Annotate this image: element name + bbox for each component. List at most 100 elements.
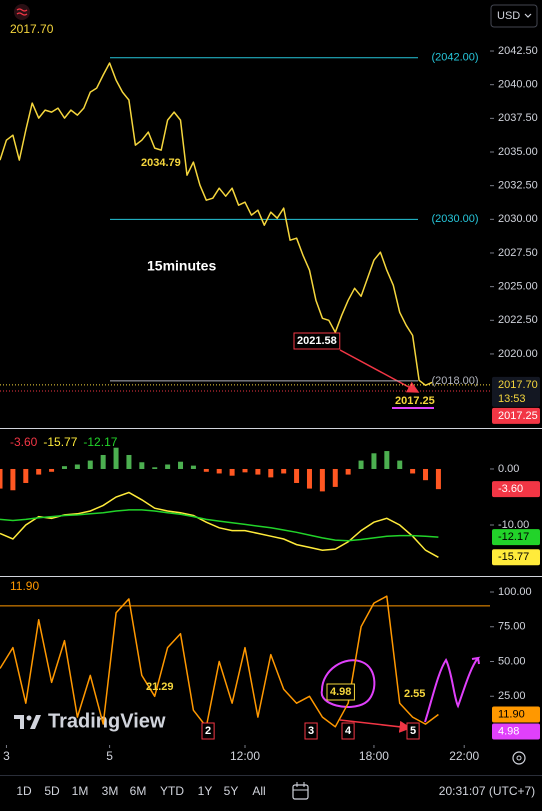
histogram-bar: [281, 468, 287, 474]
price-tag-label: -12.17: [498, 531, 529, 543]
y-tick-label: 2027.50: [498, 247, 538, 259]
histogram-bar: [371, 453, 377, 469]
range-button[interactable]: 1Y: [198, 784, 213, 798]
annotation: 4.98: [330, 686, 351, 698]
drawn-arrow: [339, 349, 420, 393]
y-tick-label: 2035.00: [498, 146, 538, 158]
annotation: 5: [410, 725, 416, 737]
y-tick-label: 2042.50: [498, 45, 538, 57]
y-tick-label: 2022.50: [498, 314, 538, 326]
annotation: 2034.79: [141, 157, 181, 169]
level-label: (2042.00): [431, 52, 478, 64]
y-tick-label: 2040.00: [498, 79, 538, 91]
histogram-bar: [268, 468, 274, 478]
range-button[interactable]: 1D: [16, 784, 32, 798]
legend-value: -3.60: [10, 435, 38, 449]
price-tag-countdown: 13:53: [498, 393, 526, 405]
legend-value: -15.77: [43, 435, 77, 449]
histogram-bar: [49, 468, 55, 472]
histogram-bar: [358, 460, 364, 469]
histogram-bar: [0, 468, 3, 489]
price-tag: [492, 407, 540, 424]
currency-label[interactable]: USD: [497, 10, 520, 22]
annotation-box: [406, 722, 420, 740]
annotation-box: [304, 722, 318, 740]
watermark: TradingView: [48, 710, 166, 732]
drawn-arrow: [339, 719, 412, 733]
histogram-bar: [345, 468, 351, 475]
price-tag-label: 2017.70: [498, 379, 538, 391]
series-line: [0, 595, 439, 728]
histogram-bar: [384, 451, 390, 469]
annotation-box: [201, 722, 215, 740]
range-button[interactable]: YTD: [160, 784, 184, 798]
level-label: (2030.00): [431, 213, 478, 225]
histogram-bar: [23, 468, 29, 483]
date-range-button[interactable]: [292, 782, 309, 800]
annotation: 2.55: [404, 688, 425, 700]
annotation-box: [341, 722, 355, 740]
series-line: [0, 509, 439, 542]
price-tag-label: -3.60: [498, 483, 523, 495]
histogram-bar: [36, 468, 42, 475]
histogram-bar: [10, 468, 16, 491]
watermark-logo: [14, 715, 41, 729]
price-tag: [492, 706, 540, 723]
annotation: 3: [308, 725, 314, 737]
histogram-bar: [152, 467, 158, 469]
histogram-bar: [294, 468, 300, 483]
y-tick-label: 2037.50: [498, 112, 538, 124]
y-tick-label: 2032.50: [498, 180, 538, 192]
histogram-bar: [397, 460, 403, 469]
x-tick-label: 12:00: [230, 749, 260, 763]
y-tick-label: 0.00: [498, 463, 519, 475]
symbol-logo: [14, 4, 30, 20]
histogram-bar: [178, 461, 184, 469]
x-tick-label: 18:00: [359, 749, 389, 763]
price-tag: [492, 376, 540, 407]
currency-selector[interactable]: USD: [490, 4, 538, 28]
histogram-bar: [165, 464, 171, 469]
annotation: 2021.58: [297, 335, 337, 347]
range-button[interactable]: 5Y: [224, 784, 239, 798]
range-button[interactable]: 3M: [102, 784, 119, 798]
range-button[interactable]: 5D: [44, 784, 60, 798]
histogram-bar: [139, 462, 145, 469]
histogram-bar: [242, 468, 248, 473]
clock: 20:31:07 (UTC+7): [439, 784, 535, 798]
price-tag: [492, 723, 540, 740]
drawn-circle: [320, 659, 376, 708]
histogram-bar: [113, 447, 119, 469]
x-tick-label: 5: [106, 749, 113, 763]
histogram-bar: [61, 466, 67, 469]
annotation-box: [326, 683, 355, 701]
series-line: [0, 491, 439, 558]
histogram-bar: [74, 464, 80, 469]
y-tick-label: 75.00: [498, 621, 526, 633]
histogram-bar: [306, 468, 312, 489]
pane-title: 15minutes: [147, 258, 216, 274]
annotation: 2017.25: [395, 395, 435, 407]
histogram-bar: [87, 460, 93, 469]
level-label: (2018.00): [431, 375, 478, 387]
range-button[interactable]: All: [252, 784, 265, 798]
range-button[interactable]: 1M: [72, 784, 89, 798]
settings-button[interactable]: [512, 751, 526, 765]
y-tick-label: 100.00: [498, 586, 532, 598]
price-tag: [492, 549, 540, 566]
annotation: 4: [345, 725, 352, 737]
histogram-bar: [216, 468, 222, 474]
y-tick-label: 2025.00: [498, 281, 538, 293]
legend-value: -12.17: [83, 435, 117, 449]
y-tick-label: -10.00: [498, 519, 529, 531]
drawn-zigzag: [424, 656, 481, 723]
price-tag-label: 4.98: [498, 725, 519, 737]
price-tag: [492, 481, 540, 498]
annotation: 21.29: [146, 681, 174, 693]
histogram-bar: [229, 468, 235, 476]
range-button[interactable]: 6M: [130, 784, 147, 798]
price-tag-label: 2017.25: [498, 410, 538, 422]
histogram-bar: [332, 468, 338, 487]
y-tick-label: 2020.00: [498, 348, 538, 360]
